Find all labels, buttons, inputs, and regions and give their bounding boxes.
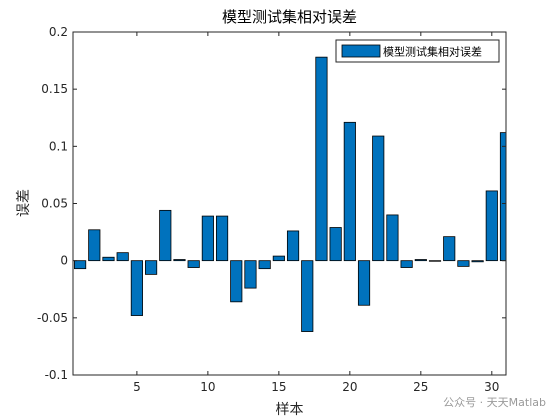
y-axis-label: 误差 bbox=[16, 189, 32, 217]
bar-sample-16 bbox=[286, 230, 300, 262]
bar-sample-10 bbox=[201, 215, 214, 262]
bar-sample-2 bbox=[88, 229, 101, 262]
bar-sample-19 bbox=[329, 227, 342, 262]
x-tick-label: 5 bbox=[133, 380, 141, 394]
chart-title: 模型测试集相对误差 bbox=[222, 8, 357, 26]
x-tick-label: 10 bbox=[200, 380, 215, 394]
bar-sample-25 bbox=[414, 259, 427, 262]
y-tick-label: 0.05 bbox=[41, 197, 68, 211]
x-tick-label: 20 bbox=[342, 380, 357, 394]
x-axis-label: 样本 bbox=[276, 402, 304, 418]
x-tick-label: 15 bbox=[271, 380, 286, 394]
bar-sample-13 bbox=[244, 260, 257, 289]
y-tick-label: -0.1 bbox=[45, 368, 68, 382]
bar-sample-30 bbox=[485, 190, 498, 262]
x-tick-label: 30 bbox=[484, 380, 499, 394]
bar-sample-28 bbox=[457, 260, 470, 267]
bar-sample-12 bbox=[230, 260, 243, 303]
watermark-text: 公众号 · 天天Matlab bbox=[443, 396, 546, 409]
bar-sample-22 bbox=[372, 135, 385, 262]
bar-sample-14 bbox=[258, 260, 271, 270]
bar-sample-21 bbox=[357, 260, 371, 306]
bar-sample-26 bbox=[428, 260, 442, 262]
x-axis-ticks: 5 10 15 20 25 30 bbox=[133, 32, 499, 394]
bar-sample-8 bbox=[173, 259, 186, 262]
bar-sample-5 bbox=[130, 260, 143, 316]
y-tick-label: 0.15 bbox=[41, 82, 68, 96]
bar-sample-7 bbox=[159, 209, 172, 262]
bar-sample-27 bbox=[443, 236, 456, 262]
legend-swatch bbox=[341, 44, 381, 58]
legend: 模型测试集相对误差 bbox=[335, 39, 500, 63]
bar-sample-6 bbox=[145, 260, 158, 275]
bar-sample-23 bbox=[386, 214, 399, 262]
bar-sample-17 bbox=[301, 260, 314, 332]
y-axis-ticks: -0.1 -0.05 0 0.05 0.1 0.15 0.2 bbox=[37, 25, 506, 382]
bar-sample-29 bbox=[471, 260, 484, 263]
bars-group bbox=[74, 56, 506, 332]
y-tick-label: 0.1 bbox=[49, 139, 68, 153]
y-tick-label: -0.05 bbox=[37, 311, 68, 325]
bar-sample-18 bbox=[315, 56, 328, 262]
bar-sample-20 bbox=[343, 121, 356, 262]
axes-box bbox=[72, 31, 507, 376]
x-tick-label: 25 bbox=[413, 380, 428, 394]
bar-sample-15 bbox=[272, 255, 285, 262]
y-tick-label: 0 bbox=[60, 254, 68, 268]
bar-sample-3 bbox=[102, 256, 115, 262]
bar-sample-11 bbox=[215, 215, 229, 262]
bar-sample-31 bbox=[499, 132, 506, 262]
bar-sample-9 bbox=[187, 260, 200, 268]
bar-sample-1 bbox=[74, 260, 87, 270]
legend-label: 模型测试集相对误差 bbox=[383, 45, 482, 59]
bar-sample-24 bbox=[400, 260, 413, 268]
bar-sample-4 bbox=[116, 252, 129, 262]
y-tick-label: 0.2 bbox=[49, 25, 68, 39]
plot-area bbox=[73, 32, 506, 375]
